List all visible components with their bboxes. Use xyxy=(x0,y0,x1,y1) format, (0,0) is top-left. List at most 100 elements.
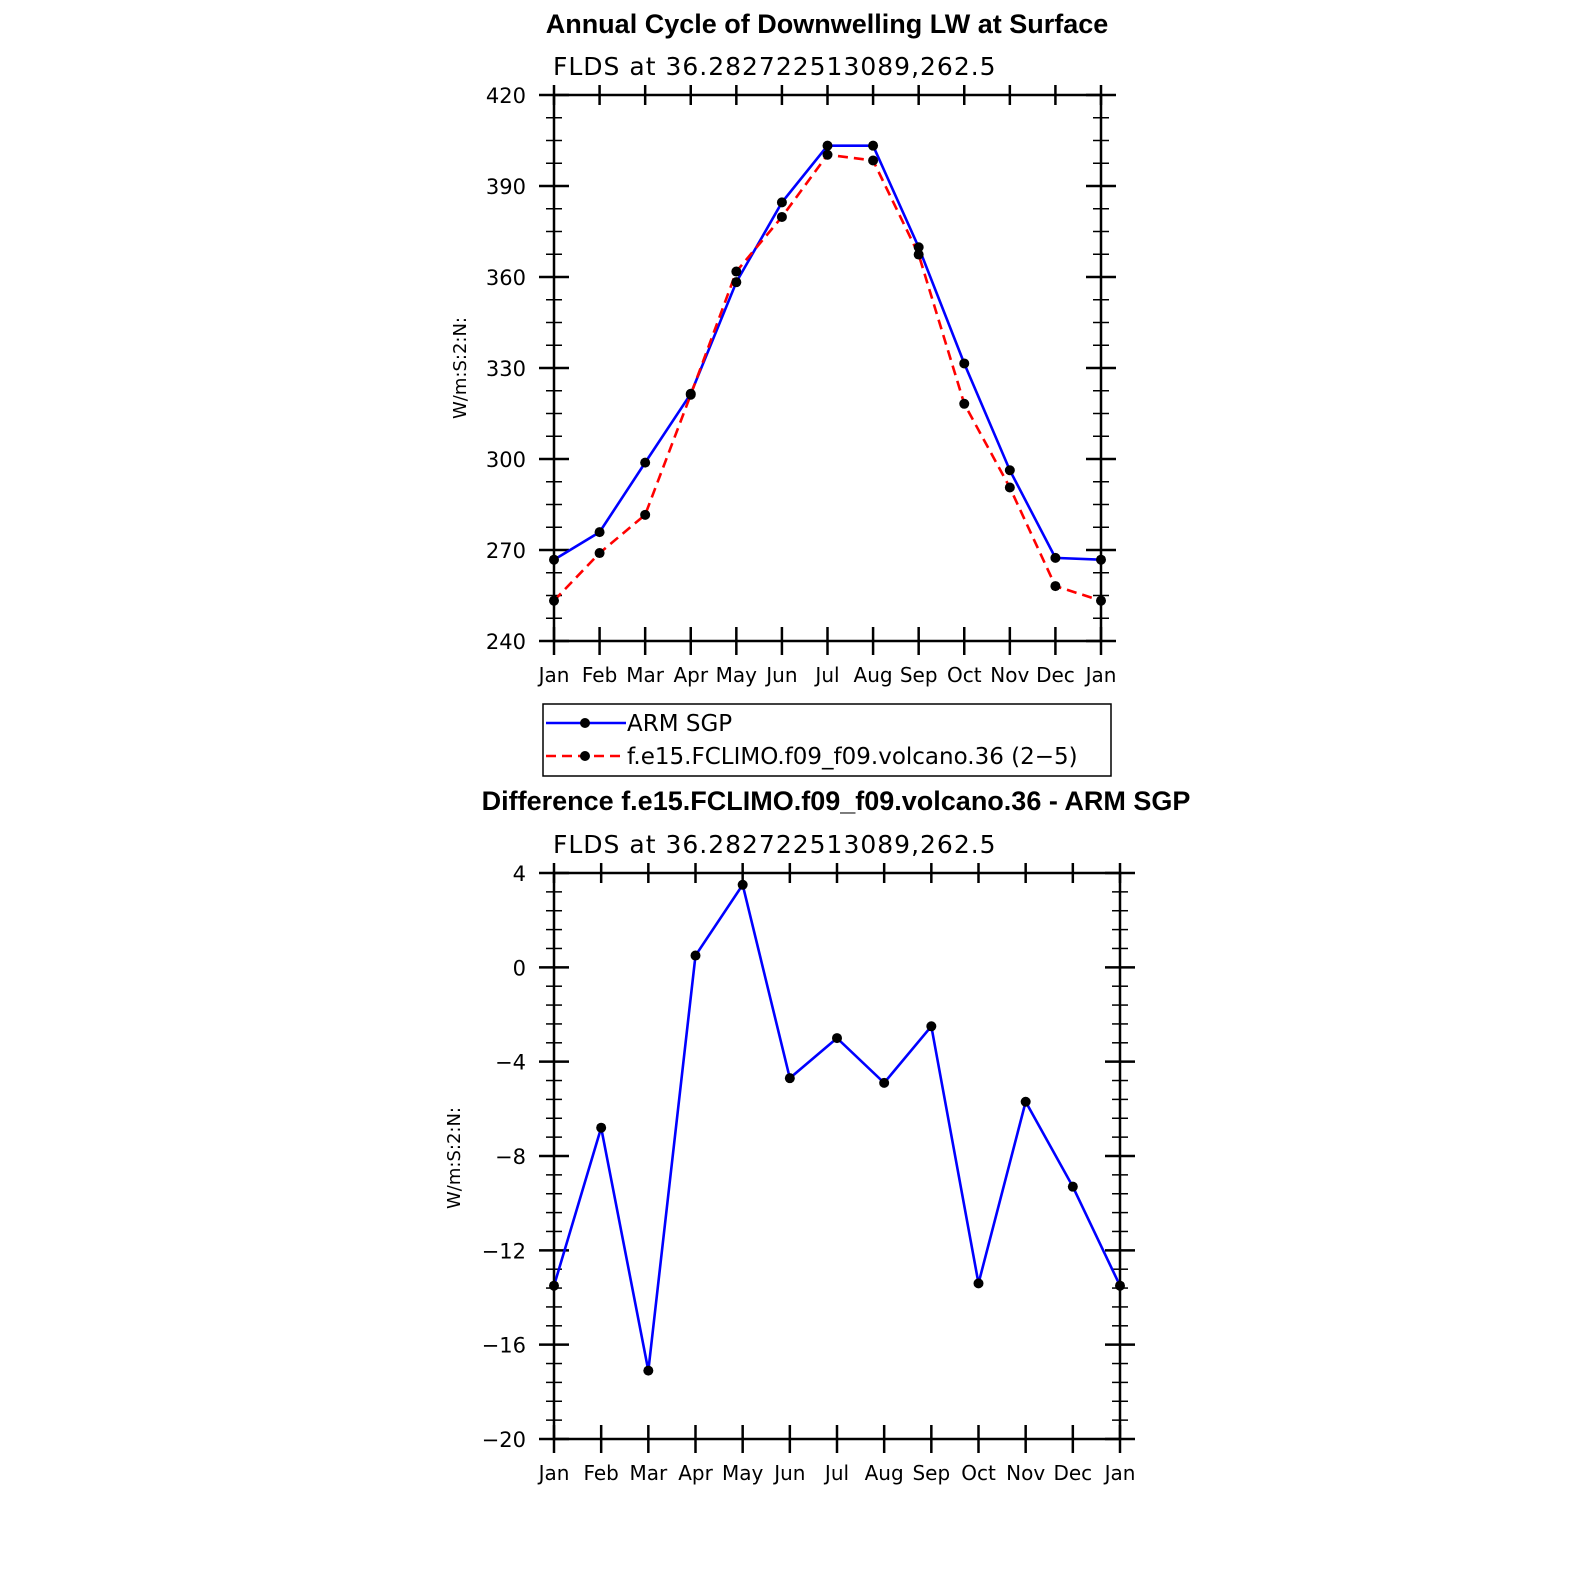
data-point xyxy=(737,879,748,890)
data-point xyxy=(1020,1096,1031,1107)
data-point xyxy=(973,1278,984,1289)
x-tick-label: Jan xyxy=(1103,1461,1136,1485)
data-point xyxy=(1004,465,1015,476)
y-tick-label: 270 xyxy=(486,539,526,563)
x-tick-label: Aug xyxy=(865,1461,904,1485)
x-tick-labels: Jan Feb Mar Apr May Jun Jul Aug Sep Oct Nov Dec Jan xyxy=(537,663,1117,687)
x-tick-label: May xyxy=(716,663,758,687)
data-point xyxy=(640,457,651,468)
data-point xyxy=(868,155,879,166)
series-line xyxy=(552,881,1122,1371)
chart-subtitle: FLDS at 36.282722513089,262.5 xyxy=(553,52,997,81)
x-tick-label: Sep xyxy=(900,663,938,687)
legend-box xyxy=(542,703,1112,777)
data-point xyxy=(731,277,742,288)
data-point xyxy=(822,149,833,160)
legend-label-model: f.e15.FCLIMO.f09_f09.volcano.36 (2−5) xyxy=(627,744,1078,770)
x-tick-label: Jun xyxy=(772,1461,805,1485)
data-point xyxy=(926,1021,937,1032)
data-point xyxy=(1050,552,1061,563)
y-tick-label: 330 xyxy=(486,357,526,381)
data-point xyxy=(685,389,696,400)
data-point xyxy=(690,950,701,961)
data-point xyxy=(822,140,833,151)
data-point xyxy=(959,398,970,409)
series-difference xyxy=(552,881,1122,1371)
data-point xyxy=(776,197,787,208)
x-tick-label: May xyxy=(722,1461,764,1485)
y-axis-label: W/m:S:2:N: xyxy=(450,317,471,419)
x-tick-label: Jul xyxy=(813,663,839,687)
x-tick-label: Jan xyxy=(537,663,570,687)
legend-marker-model xyxy=(580,751,590,761)
plot-frame xyxy=(552,93,1103,643)
y-tick-label: −12 xyxy=(482,1239,526,1263)
x-tick-label: Sep xyxy=(912,1461,950,1485)
y-tick-label: 240 xyxy=(486,630,526,654)
series-arm-sgp xyxy=(553,144,1102,562)
x-tick-label: Dec xyxy=(1036,663,1075,687)
x-tick-label: Jul xyxy=(823,1461,849,1485)
series-line xyxy=(553,144,1102,562)
x-tick-label: Aug xyxy=(854,663,893,687)
data-point xyxy=(913,242,924,253)
data-point xyxy=(643,1365,654,1376)
y-tick-label: 300 xyxy=(486,448,526,472)
difference-chart: Difference f.e15.FCLIMO.f09_f09.volcano.… xyxy=(444,786,1190,1485)
chart-title: Difference f.e15.FCLIMO.f09_f09.volcano.… xyxy=(482,786,1191,816)
legend: ARM SGP f.e15.FCLIMO.f09_f09.volcano.36 … xyxy=(542,703,1112,777)
legend-marker-arm-sgp xyxy=(580,718,590,728)
plot-frame xyxy=(552,871,1122,1441)
x-tick-label: Jan xyxy=(537,1461,570,1485)
legend-entry-arm-sgp: ARM SGP xyxy=(546,711,732,737)
x-tick-label: Apr xyxy=(678,1461,713,1485)
chart-subtitle: FLDS at 36.282722513089,262.5 xyxy=(553,830,997,859)
x-tick-label: Feb xyxy=(582,663,617,687)
data-point xyxy=(784,1073,795,1084)
y-tick-label: 360 xyxy=(486,266,526,290)
x-tick-label: Nov xyxy=(990,663,1029,687)
series-group xyxy=(549,879,1125,1376)
series-f-e15-fclimo-f09-f09-volcano-36-2-5- xyxy=(553,153,1102,602)
data-point xyxy=(879,1077,890,1088)
y-tick-label: −4 xyxy=(495,1051,526,1075)
data-point xyxy=(1050,581,1061,592)
chart-title: Annual Cycle of Downwelling LW at Surfac… xyxy=(546,9,1109,39)
series-group xyxy=(549,140,1106,606)
annual-cycle-chart: Annual Cycle of Downwelling LW at Surfac… xyxy=(450,9,1116,687)
y-axis-label: W/m:S:2:N: xyxy=(444,1107,465,1209)
y-tick-label: 0 xyxy=(513,956,526,980)
data-point xyxy=(959,358,970,369)
x-tick-label: Oct xyxy=(947,663,982,687)
data-point xyxy=(731,266,742,277)
x-tick-label: Oct xyxy=(961,1461,996,1485)
y-tick-label: −16 xyxy=(482,1334,526,1358)
data-point xyxy=(594,548,605,559)
y-tick-label: 4 xyxy=(513,862,526,886)
y-tick-label: −8 xyxy=(495,1145,526,1169)
y-tick-label: 390 xyxy=(486,175,526,199)
x-tick-label: Nov xyxy=(1006,1461,1045,1485)
data-point xyxy=(913,249,924,260)
data-point xyxy=(594,527,605,538)
data-point xyxy=(640,509,651,520)
legend-entry-model: f.e15.FCLIMO.f09_f09.volcano.36 (2−5) xyxy=(546,744,1078,770)
x-tick-label: Jan xyxy=(1084,663,1117,687)
x-tick-labels: Jan Feb Mar Apr May Jun Jul Aug Sep Oct Nov Dec Jan xyxy=(537,1461,1136,1485)
data-point xyxy=(1004,482,1015,493)
y-tick-label: −20 xyxy=(482,1428,526,1452)
x-tick-label: Mar xyxy=(626,663,665,687)
x-tick-label: Mar xyxy=(629,1461,668,1485)
data-point xyxy=(596,1122,607,1133)
axis-ticks xyxy=(539,863,1135,1453)
series-line xyxy=(553,153,1102,602)
data-point xyxy=(1067,1181,1078,1192)
axis-ticks xyxy=(539,85,1116,655)
legend-label-arm-sgp: ARM SGP xyxy=(627,711,732,737)
data-point xyxy=(832,1033,842,1044)
x-tick-label: Apr xyxy=(673,663,708,687)
data-point xyxy=(776,211,787,222)
y-tick-labels: −20 −16 −12 −8 −4 0 4 xyxy=(482,862,526,1452)
y-tick-label: 420 xyxy=(486,84,526,108)
